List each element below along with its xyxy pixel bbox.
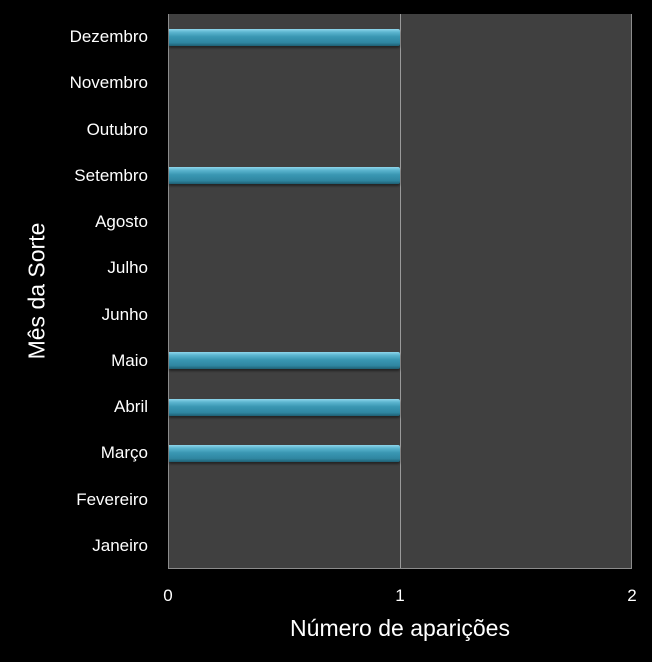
y-category-label: Novembro	[69, 73, 148, 93]
y-category-label: Agosto	[95, 212, 148, 232]
x-tick-label: 2	[627, 586, 637, 605]
y-category-label: Setembro	[74, 165, 148, 185]
bar-maio	[169, 352, 400, 370]
y-category-label: Abril	[113, 397, 148, 417]
plot-area	[168, 14, 632, 569]
bar-março	[169, 444, 400, 462]
y-category-label: Dezembro	[69, 27, 148, 47]
y-category-label: Março	[100, 443, 148, 463]
y-axis-title: Mês da Sorte	[23, 222, 50, 360]
y-category-label: Maio	[111, 350, 148, 370]
plot-border-right	[631, 14, 632, 568]
bar-dezembro	[169, 28, 400, 46]
gridline	[400, 14, 401, 568]
y-category-label: Julho	[107, 258, 148, 278]
x-tick-label: 1	[395, 586, 405, 605]
y-category-label: Junho	[101, 304, 148, 324]
y-category-label: Outubro	[86, 119, 148, 139]
y-category-label: Fevereiro	[76, 489, 148, 509]
x-tick-label: 0	[163, 586, 173, 605]
y-category-label: Janeiro	[92, 535, 148, 555]
x-axis-title: Número de aparições	[290, 615, 510, 641]
bar-setembro	[169, 167, 400, 185]
bar-abril	[169, 398, 400, 416]
